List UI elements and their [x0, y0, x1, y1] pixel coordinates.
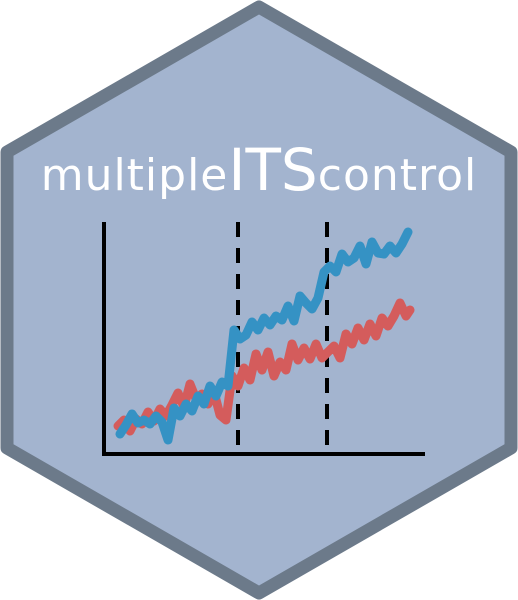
- series-line-red: [113, 298, 415, 436]
- title-part-control: control: [318, 150, 478, 201]
- series-line-blue: [115, 227, 413, 445]
- title-part-its: ITS: [228, 136, 317, 204]
- title-part-multiple: multiple: [41, 150, 229, 201]
- interrupted-time-series-chart-icon: [102, 222, 425, 456]
- package-title: multipleITScontrol: [41, 136, 478, 204]
